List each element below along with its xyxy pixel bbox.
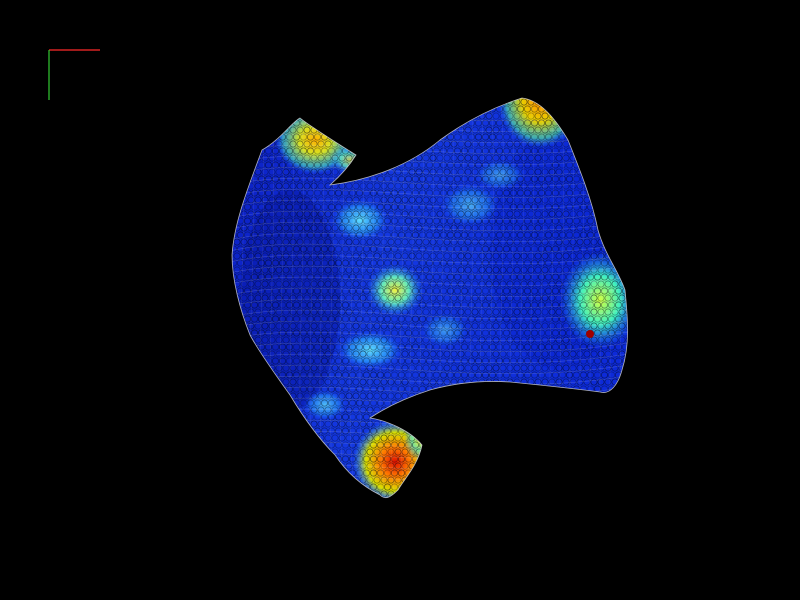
mesh-surface	[232, 98, 628, 498]
selected-node-marker[interactable]	[586, 330, 594, 338]
axes-orientation-gizmo	[48, 49, 100, 100]
